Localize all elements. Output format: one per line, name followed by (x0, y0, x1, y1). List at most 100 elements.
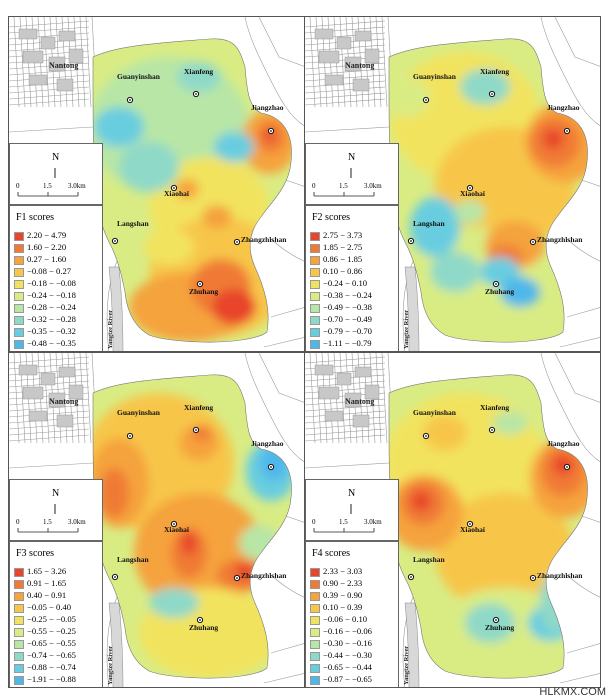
legend-range: 1.65 − 3.26 (27, 566, 67, 576)
legend-row: 1.60 − 2.20 (14, 242, 66, 253)
legend-range: −0.74 − −0.65 (27, 650, 76, 660)
legend-range: −1.91 − −0.88 (27, 674, 76, 684)
legend-range: 0.27 − 1.60 (27, 254, 67, 264)
legend-swatch (310, 639, 320, 649)
place-label-xianfeng: Xianfeng (184, 67, 214, 76)
legend-row: −0.55 − −0.25 (14, 626, 76, 637)
score-zone (202, 205, 232, 229)
place-label-xiaohai: Xiaohai (164, 189, 190, 198)
score-zone (235, 563, 255, 579)
place-label-jiangzhao: Jiangzhao (547, 439, 580, 448)
map-canvas (305, 353, 600, 687)
place-label-zhangzhishan: Zhangzhishan (537, 235, 583, 244)
score-zone (212, 289, 256, 325)
legend-swatch (310, 291, 320, 301)
north-arrow-label: N (52, 152, 60, 163)
score-zone (540, 573, 570, 633)
legend-row: −0.06 − 0.10 (310, 614, 367, 625)
legend-range: −0.49 − −0.38 (323, 302, 372, 312)
place-label-xiaohai: Xiaohai (460, 189, 486, 198)
legend-range: 1.60 − 2.20 (27, 242, 67, 252)
score-zone (177, 62, 221, 92)
legend-range: 0.90 − 2.33 (323, 578, 363, 588)
scale-tick-label: 0 (16, 518, 20, 526)
legend-swatch (310, 579, 320, 589)
place-label-guanyinshan: Guanyinshan (413, 408, 456, 417)
north-arrow-label: N (348, 488, 356, 499)
city-label: Nantong (345, 61, 375, 70)
legend-row: 2.75 − 3.73 (310, 230, 362, 241)
score-zone (430, 252, 480, 292)
legend-swatch (14, 279, 24, 289)
legend-swatch (310, 327, 320, 337)
legend-swatch (310, 267, 320, 277)
scale-bar (313, 528, 375, 533)
score-surface (93, 374, 292, 679)
river-label: Yangtze River (107, 309, 114, 349)
legend-row: −1.11 − −0.79 (310, 338, 372, 349)
legend-range: −0.48 − −0.35 (27, 338, 76, 348)
legend-swatch (310, 591, 320, 601)
scale-tick-label: 1.5 (43, 182, 52, 190)
score-zone (144, 229, 194, 265)
legend-swatch (310, 243, 320, 253)
river-label: Yangtze River (403, 645, 410, 685)
legend-row: −0.24 − 0.10 (310, 278, 367, 289)
legend-row: −0.74 − −0.65 (14, 650, 76, 661)
score-zone (500, 277, 540, 307)
legend-range: −1.11 − −0.79 (323, 338, 372, 348)
legend-row: 0.10 − 0.39 (310, 602, 362, 613)
legend-row: −0.65 − −0.55 (14, 638, 76, 649)
city-label: Nantong (49, 397, 79, 406)
legend-range: 0.10 − 0.86 (323, 266, 363, 276)
legend-row: −0.88 − −0.74 (14, 662, 76, 673)
urban-blocks (314, 364, 380, 428)
place-label-langshan: Langshan (413, 555, 445, 564)
legend-range: 2.20 − 4.79 (27, 230, 67, 240)
scale-tick-label: 3.0km (68, 518, 86, 526)
scale-tick-label: 0 (312, 518, 316, 526)
map-canvas (9, 17, 304, 351)
legend-swatch (310, 651, 320, 661)
legend-range: 0.86 − 1.85 (323, 254, 363, 264)
legend-range: −0.79 − −0.70 (323, 326, 372, 336)
scale-bar (17, 528, 79, 533)
legend-range: −0.28 − −0.24 (27, 302, 76, 312)
legend-row: 2.33 − 3.03 (310, 566, 362, 577)
legend-range: −0.24 − −0.18 (27, 290, 76, 300)
scale-tick-label: 0 (16, 182, 20, 190)
legend-row: 0.86 − 1.85 (310, 254, 362, 265)
legend-row: −0.79 − −0.70 (310, 326, 372, 337)
legend: F3 scores 1.65 − 3.26 0.91 − 1.65 0.40 − 0.… (9, 541, 103, 687)
score-zone (181, 531, 197, 555)
score-zone (492, 411, 528, 435)
river-label: Yangtze River (107, 645, 114, 685)
legend-swatch (14, 255, 24, 265)
score-surface (93, 38, 292, 343)
legend-swatch (14, 591, 24, 601)
legend-row: −0.44 − −0.30 (310, 650, 372, 661)
legend: F4 scores 2.33 − 3.03 0.90 − 2.33 0.39 − 0.… (305, 541, 399, 687)
legend-row: −0.48 − −0.35 (14, 338, 76, 349)
river-strip (108, 602, 124, 687)
place-label-langshan: Langshan (117, 219, 149, 228)
legend-row: 0.27 − 1.60 (14, 254, 66, 265)
legend-range: −0.06 − 0.10 (323, 614, 368, 624)
legend-row: −0.38 − −0.24 (310, 290, 372, 301)
legend-swatch (14, 231, 24, 241)
place-label-xianfeng: Xianfeng (480, 67, 510, 76)
legend-row: −0.30 − −0.16 (310, 638, 372, 649)
legend-swatch (14, 315, 24, 325)
place-label-jiangzhao: Jiangzhao (251, 439, 284, 448)
legend-swatch (14, 327, 24, 337)
legend-row: −0.49 − −0.38 (310, 302, 372, 313)
legend-range: −0.08 − 0.27 (27, 266, 72, 276)
score-zone (260, 445, 288, 481)
legend-range: −0.38 − −0.24 (323, 290, 372, 300)
legend-range: 2.33 − 3.03 (323, 566, 363, 576)
north-arrow-label: N (348, 152, 356, 163)
legend-range: −0.24 − 0.10 (323, 278, 368, 288)
place-label-jiangzhao: Jiangzhao (251, 103, 284, 112)
river-strip (404, 602, 420, 687)
scale-tick-label: 3.0km (68, 182, 86, 190)
